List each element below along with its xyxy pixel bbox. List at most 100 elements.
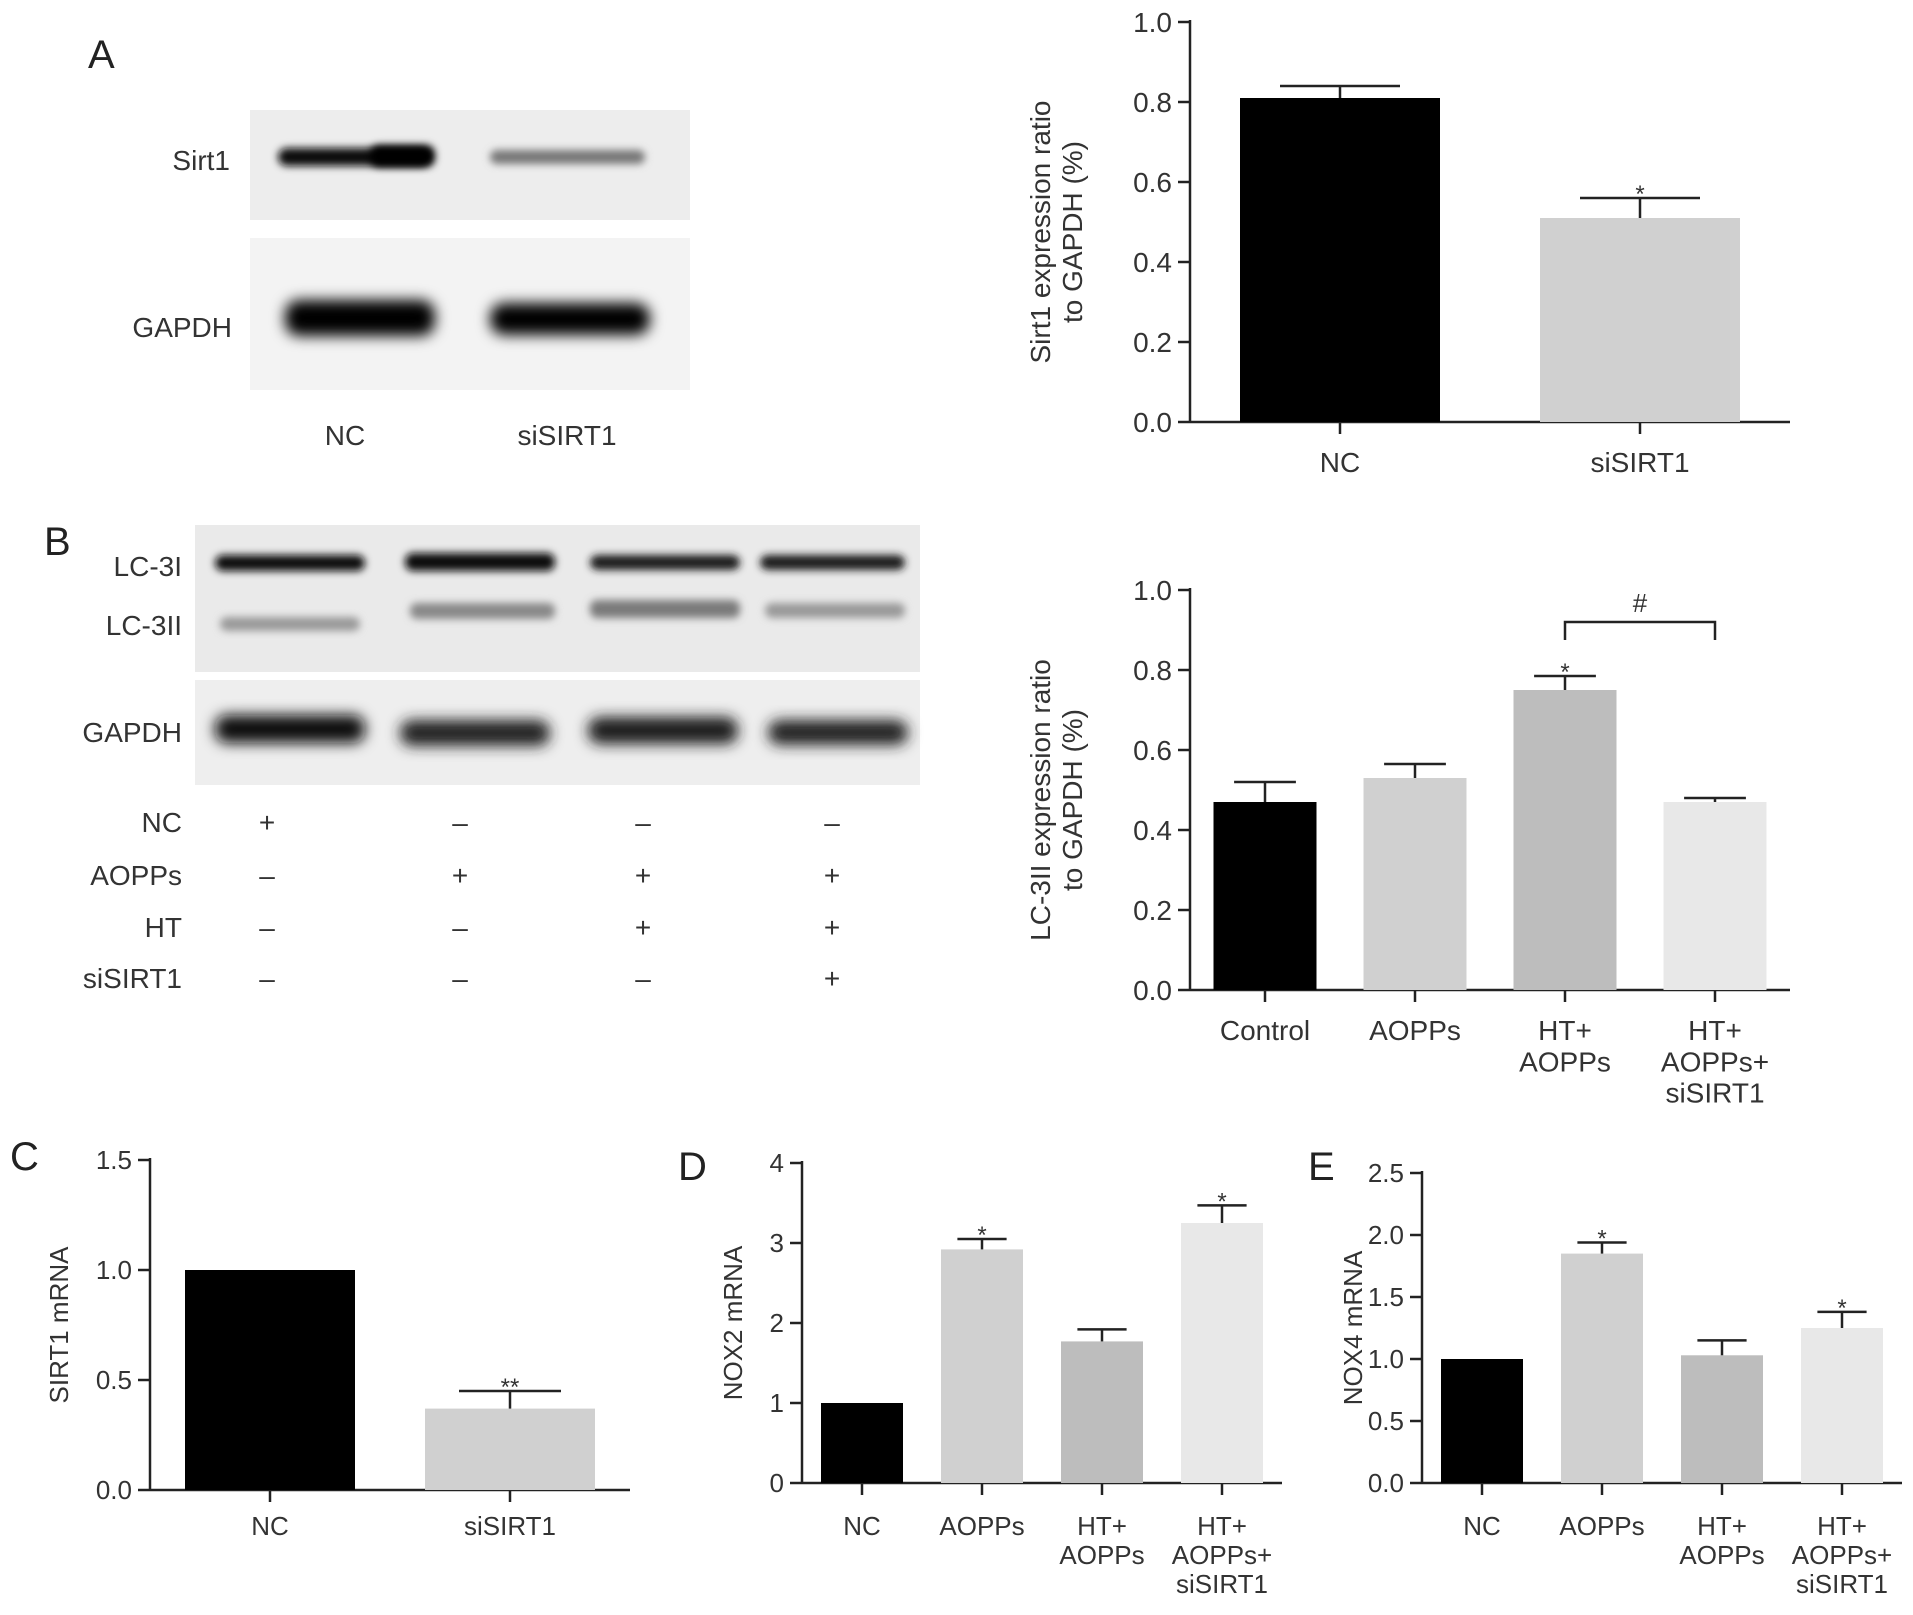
y-tick-label: 1.5	[96, 1145, 132, 1175]
category-label-line: siSIRT1	[1176, 1569, 1268, 1599]
band-lc3i-lane2	[405, 553, 555, 571]
band-lc3i-lane4	[760, 555, 905, 570]
treatment-sign: –	[452, 963, 468, 994]
category-label-line: siSIRT1	[464, 1511, 556, 1541]
blot-b-lc3-membrane	[195, 525, 920, 672]
category-label: AOPPs	[939, 1511, 1024, 1541]
treatment-sign: –	[635, 963, 651, 994]
y-tick-label: 0.4	[1133, 247, 1172, 278]
significance-label: *	[1837, 1295, 1846, 1322]
category-label: HT+ AOPPs+ siSIRT1	[1172, 1511, 1272, 1599]
category-label-line: AOPPs	[1559, 1511, 1644, 1541]
treatment-sign: –	[824, 807, 840, 838]
category-label-line: AOPPs+	[1661, 1046, 1769, 1077]
blot-b-row-label-gapdh: GAPDH	[82, 717, 182, 748]
band-lc3ii-lane3	[590, 600, 740, 618]
blot-b-row-label-lc3i: LC-3I	[114, 551, 182, 582]
bar	[1213, 802, 1317, 990]
y-tick-label: 0.0	[96, 1475, 132, 1505]
category-label-line: NC	[843, 1511, 881, 1541]
treatment-label: HT	[145, 912, 182, 943]
treatment-sign: +	[452, 860, 468, 891]
y-axis-label-line: LC-3II expression ratio	[1025, 659, 1056, 941]
band-sirt1-sisirt1	[490, 150, 645, 164]
y-tick-label: 0.0	[1368, 1468, 1404, 1498]
band-lc3ii-lane1	[220, 617, 360, 631]
y-axis-label-line: NOX4 mRNA	[1338, 1250, 1368, 1405]
treatment-label: AOPPs	[90, 860, 182, 891]
significance-bracket	[1563, 620, 1717, 640]
y-axis-label-line: Sirt1 expression ratio	[1025, 100, 1056, 363]
category-label: HT+ AOPPs+ siSIRT1	[1661, 1015, 1769, 1109]
category-label: HT+ AOPPs+ siSIRT1	[1792, 1511, 1892, 1599]
category-label-line: NC	[1320, 447, 1360, 478]
treatment-label: NC	[142, 807, 182, 838]
category-label: HT+ AOPPs	[1059, 1511, 1144, 1570]
treatment-sign: –	[259, 912, 275, 943]
bar	[1363, 778, 1467, 990]
treatment-sign: +	[259, 807, 275, 838]
y-axis-label: LC-3II expression ratioto GAPDH (%)	[1025, 659, 1088, 941]
bar	[1663, 802, 1767, 990]
panel-letter-e: E	[1308, 1145, 1335, 1189]
y-tick-label: 2	[770, 1308, 784, 1338]
category-label-line: NC	[1463, 1511, 1501, 1541]
category-label-line: AOPPs+	[1172, 1540, 1272, 1570]
y-axis-label-line: NOX2 mRNA	[718, 1245, 748, 1400]
blot-a-lane-label-sisirt1: siSIRT1	[517, 420, 616, 451]
panel-letter-d: D	[678, 1145, 707, 1189]
y-tick-label: 0.2	[1133, 327, 1172, 358]
y-tick-label: 0.5	[96, 1365, 132, 1395]
y-axis-label: NOX4 mRNA	[1338, 1250, 1368, 1405]
treatment-sign: +	[824, 963, 840, 994]
category-label-line: AOPPs	[1059, 1540, 1144, 1570]
bracket-label: #	[1633, 588, 1648, 618]
bar	[1061, 1341, 1143, 1483]
category-label-line: NC	[251, 1511, 289, 1541]
band-gapdh-b-lane4	[768, 720, 908, 745]
band-gapdh-b-lane2	[400, 720, 550, 746]
category-label-line: AOPPs	[1369, 1015, 1461, 1046]
y-tick-label: 0.5	[1368, 1406, 1404, 1436]
y-tick-label: 1.0	[1133, 7, 1172, 38]
category-label-line: AOPPs+	[1792, 1540, 1892, 1570]
y-tick-label: 0.0	[1133, 407, 1172, 438]
blot-a-row-label-sirt1: Sirt1	[172, 145, 230, 176]
chart-b: 0.0 0.2 0.4 0.6 0.8 1.0 LC-3II expression rati…	[1025, 575, 1790, 1109]
blot-a: Sirt1 GAPDH NC siSIRT1	[132, 110, 690, 451]
chart-a: 0.0 0.2 0.4 0.6 0.8 1.0 Sirt1 expression ratio…	[1025, 7, 1790, 478]
category-label-line: HT+	[1817, 1511, 1867, 1541]
panel-letter-a: A	[88, 33, 115, 77]
category-label-line: AOPPs	[939, 1511, 1024, 1541]
y-tick-label: 1.0	[1133, 575, 1172, 606]
significance-label: *	[977, 1222, 986, 1249]
treatment-sign: –	[635, 807, 651, 838]
bar	[1561, 1253, 1643, 1483]
blot-a-lane-label-nc: NC	[325, 420, 365, 451]
y-tick-label: 0.8	[1133, 87, 1172, 118]
treatment-label: siSIRT1	[83, 963, 182, 994]
blot-b: LC-3I LC-3II GAPDH NC + – – – AOPPs – + + + HT – – + +…	[82, 525, 920, 994]
chart-c: 0.0 0.5 1.0 1.5 SIRT1 mRNA NC ** siSIRT1	[44, 1145, 630, 1541]
y-axis-label-line: SIRT1 mRNA	[44, 1246, 74, 1404]
significance-label: *	[1217, 1188, 1226, 1215]
bar	[1240, 98, 1440, 422]
category-label: HT+ AOPPs	[1679, 1511, 1764, 1570]
category-label-line: HT+	[1697, 1511, 1747, 1541]
bar	[1801, 1328, 1883, 1483]
panel-letter-c: C	[10, 1135, 39, 1179]
y-axis-label-line: to GAPDH (%)	[1057, 709, 1088, 891]
significance-label: *	[1635, 181, 1644, 208]
band-gapdh-b-lane1	[215, 715, 365, 743]
category-label-line: siSIRT1	[1590, 447, 1689, 478]
y-axis-label: NOX2 mRNA	[718, 1245, 748, 1400]
y-tick-label: 3	[770, 1228, 784, 1258]
y-axis-label-line: to GAPDH (%)	[1057, 141, 1088, 323]
band-gapdh-b-lane3	[588, 717, 738, 744]
category-label: HT+ AOPPs	[1519, 1015, 1611, 1077]
category-label-line: HT+	[1197, 1511, 1247, 1541]
bar	[185, 1270, 355, 1490]
category-label: NC	[251, 1511, 289, 1541]
